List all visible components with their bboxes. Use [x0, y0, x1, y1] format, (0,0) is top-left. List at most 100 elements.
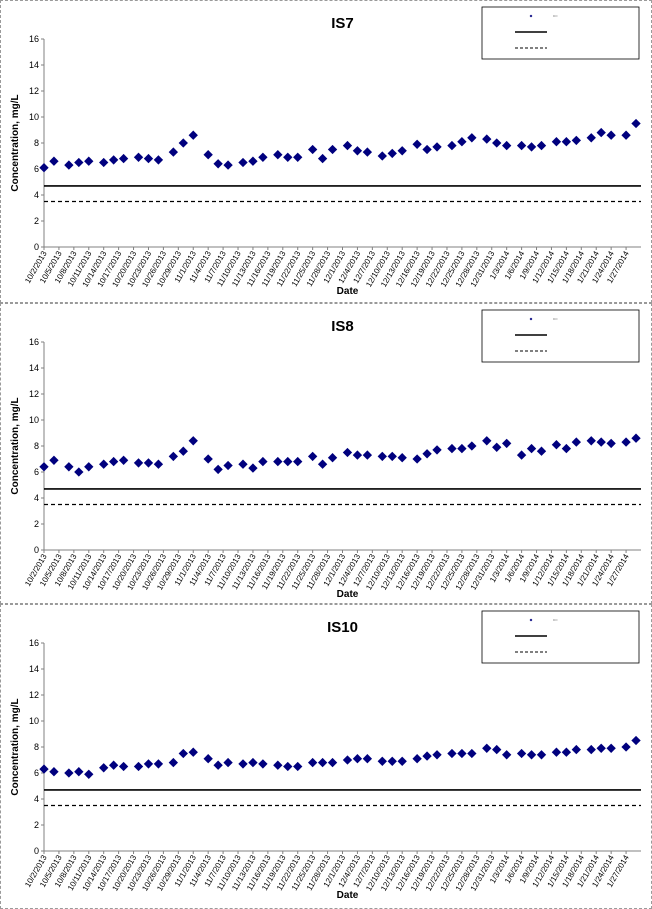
data-point [502, 140, 512, 151]
data-point [84, 462, 94, 472]
data-point [631, 433, 641, 443]
data-point [143, 153, 154, 164]
data-point [387, 756, 397, 766]
legend-marker-swatch [529, 317, 533, 321]
legend-box [481, 6, 640, 60]
y-axis-label: Concentration, mg/L [10, 397, 21, 494]
data-point [118, 153, 129, 164]
data-point [188, 436, 198, 446]
y-tick-label: 4 [34, 190, 39, 200]
data-point [168, 757, 179, 768]
data-point [606, 130, 616, 140]
legend-marker-swatch [529, 14, 533, 18]
data-point [143, 759, 154, 769]
y-tick-label: 0 [34, 545, 39, 555]
data-point [317, 153, 328, 164]
data-point [492, 138, 502, 148]
y-tick-label: 6 [34, 467, 39, 477]
data-point [432, 750, 442, 760]
data-point [49, 156, 59, 166]
data-point [39, 462, 49, 472]
data-point [153, 459, 164, 469]
data-point [74, 767, 84, 777]
legend: DO [481, 610, 640, 664]
data-point [118, 761, 129, 772]
data-point [536, 140, 547, 151]
chart-title: IS8 [331, 318, 354, 335]
data-point [492, 442, 502, 452]
data-point [561, 747, 572, 757]
y-tick-label: 8 [34, 441, 39, 451]
data-point [551, 137, 562, 147]
data-point [307, 757, 318, 768]
data-point [377, 151, 387, 161]
x-axis-label: Date [337, 890, 359, 901]
data-point [432, 142, 442, 152]
data-point [586, 436, 596, 446]
data-point [561, 137, 572, 147]
data-point [133, 458, 144, 468]
data-point [49, 455, 59, 465]
data-point [362, 754, 373, 764]
data-point [606, 743, 616, 753]
data-point [342, 447, 353, 458]
data-point [606, 438, 616, 449]
data-point [74, 157, 84, 168]
y-tick-label: 0 [34, 242, 39, 252]
data-point [327, 757, 338, 768]
data-point [516, 450, 527, 460]
data-point [64, 462, 74, 472]
data-point [551, 440, 562, 450]
legend-marker-swatch [529, 618, 533, 622]
data-point [118, 455, 129, 465]
chart-panel-is7: IS7 DO 0 2 4 6 8 10 12 14 16 Concentration, mg/L 10/… [0, 0, 652, 303]
data-point [377, 451, 387, 462]
data-point [596, 743, 606, 753]
legend-label: DO [553, 618, 558, 622]
data-point [397, 146, 407, 156]
data-point [293, 456, 303, 467]
data-point [412, 454, 422, 464]
data-point [352, 146, 363, 156]
data-point [213, 159, 223, 169]
data-point [64, 768, 74, 778]
data-point [516, 748, 527, 759]
data-point [283, 761, 293, 772]
data-point [99, 157, 109, 168]
data-point [153, 155, 164, 165]
data-point [273, 150, 283, 160]
y-tick-label: 2 [34, 820, 39, 830]
data-point [447, 748, 457, 759]
data-point [571, 744, 581, 755]
legend: DO [481, 6, 640, 60]
y-tick-label: 14 [29, 60, 39, 70]
data-point [482, 743, 492, 753]
data-point [133, 761, 144, 772]
data-point [238, 459, 248, 469]
y-tick-label: 14 [29, 363, 39, 373]
data-point [457, 137, 467, 147]
data-point [203, 454, 213, 464]
y-tick-label: 12 [29, 86, 39, 96]
y-tick-label: 16 [29, 337, 39, 347]
data-point [422, 144, 432, 155]
data-point [258, 456, 268, 467]
data-point [327, 453, 338, 463]
data-point [133, 152, 144, 162]
data-point [64, 160, 74, 170]
data-point [482, 436, 492, 446]
y-tick-label: 10 [29, 112, 39, 122]
data-point [188, 747, 198, 757]
data-point [526, 750, 537, 760]
data-point [631, 735, 641, 746]
data-point [596, 127, 606, 138]
data-point [108, 456, 119, 467]
y-tick-label: 16 [29, 34, 39, 44]
y-tick-label: 14 [29, 664, 39, 674]
data-point [621, 437, 631, 447]
data-point [273, 456, 283, 467]
chart-panel-is10: IS10 DO 0 2 4 6 8 10 12 14 16 Concentration, mg/L 10… [0, 604, 652, 909]
data-point [397, 453, 407, 463]
data-point [447, 443, 457, 454]
